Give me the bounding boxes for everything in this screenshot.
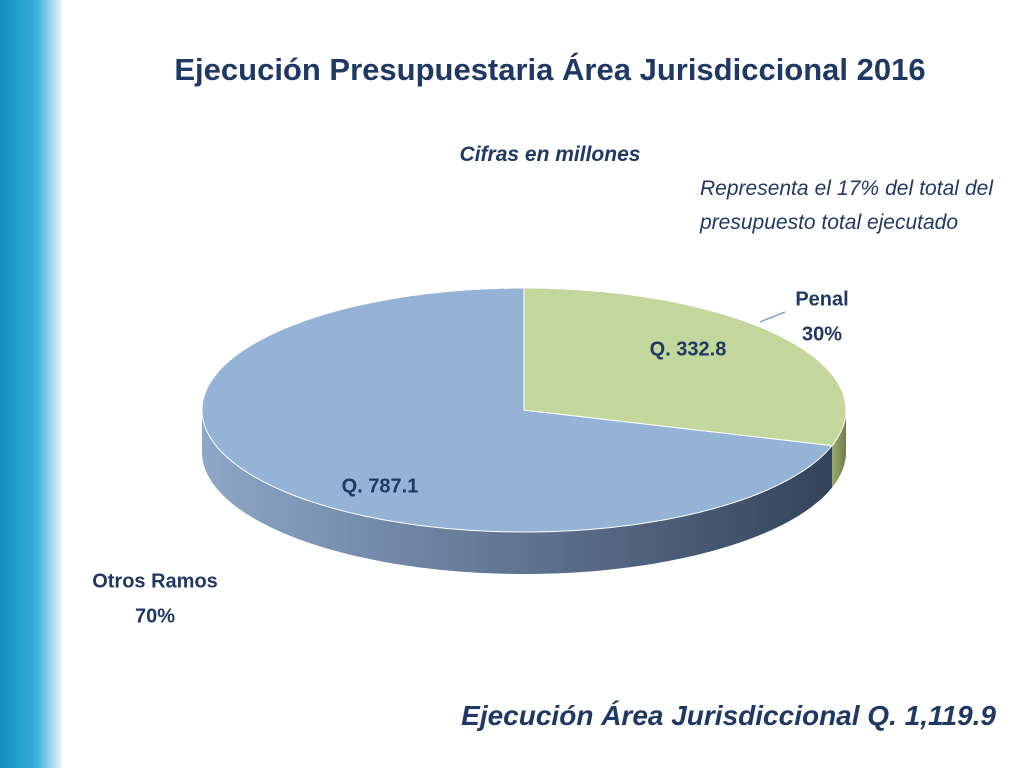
chart-title: Ejecución Presupuestaria Área Jurisdicci…: [174, 52, 926, 87]
leader-line: [759, 311, 786, 323]
slice-side: [202, 410, 832, 574]
category-label: Penal: [795, 288, 848, 310]
slice: [523, 287, 847, 447]
footer-text: Ejecución Área Jurisdiccional Q. 1,119.9: [461, 700, 996, 731]
slice: [201, 287, 833, 533]
percent-label: 30%: [802, 323, 842, 345]
annotation: Representa el 17% del total del presupue…: [700, 177, 993, 234]
value-label: Q. 332.8: [650, 338, 727, 360]
category-label: Otros Ramos: [92, 570, 218, 592]
value-label: Q. 787.1: [342, 475, 419, 497]
chart-subtitle: Cifras en millones: [459, 143, 641, 166]
percent-label: 70%: [135, 605, 175, 627]
decorative-stripe: [0, 0, 62, 768]
slice-side: [832, 410, 846, 488]
